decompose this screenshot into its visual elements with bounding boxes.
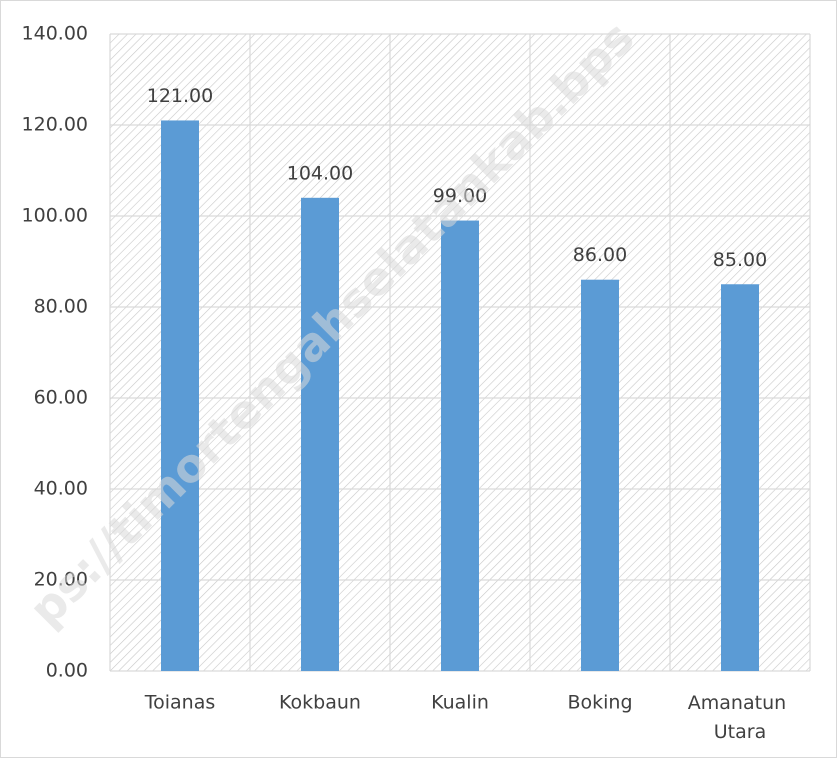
value-label: 86.00 [573, 244, 627, 266]
y-tick-label: 100.00 [22, 205, 88, 227]
y-tick-label: 20.00 [34, 569, 88, 591]
x-tick-label: Amanatun Utara [688, 692, 792, 743]
x-tick-label: Kokbaun [279, 692, 361, 714]
x-tick-label: Boking [567, 692, 632, 714]
bar [441, 220, 479, 672]
value-label: 99.00 [433, 185, 487, 207]
bar [161, 120, 199, 671]
y-tick-label: 40.00 [34, 478, 88, 500]
x-tick-label: Kualin [431, 692, 489, 714]
value-label: 121.00 [147, 85, 213, 107]
y-tick-label: 120.00 [22, 114, 88, 136]
y-tick-label: 0.00 [46, 660, 88, 682]
y-tick-label: 60.00 [34, 387, 88, 409]
x-tick-label: Toianas [144, 692, 216, 714]
bar [721, 284, 759, 671]
bar [301, 197, 339, 672]
value-label: 104.00 [287, 162, 353, 184]
bar [581, 279, 619, 671]
y-tick-label: 140.00 [22, 23, 88, 45]
y-tick-label: 80.00 [34, 296, 88, 318]
value-label: 85.00 [713, 249, 767, 271]
